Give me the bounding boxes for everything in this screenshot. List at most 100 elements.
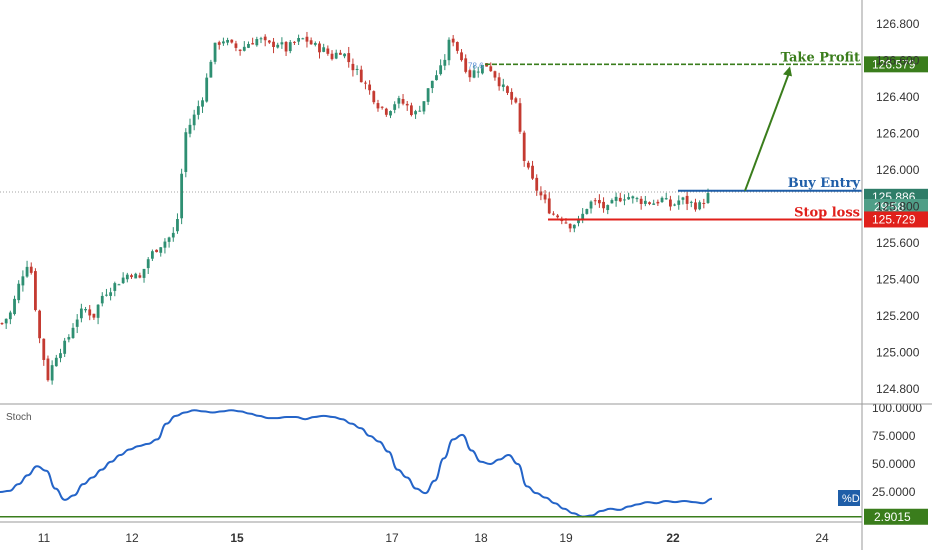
- stoch-level-tag: [864, 508, 928, 525]
- price-tick-label: 125.400: [876, 273, 920, 287]
- candle-body: [397, 98, 401, 104]
- candle-body: [88, 309, 92, 316]
- candle-body: [443, 59, 447, 66]
- candle-body: [293, 41, 296, 43]
- time-tick-label: 11: [38, 531, 51, 545]
- candle-body: [234, 43, 238, 48]
- candle-body: [414, 111, 417, 115]
- candle-body: [430, 80, 434, 89]
- time-tick-label: 19: [559, 531, 573, 545]
- candle-body: [380, 106, 384, 108]
- candle-body: [501, 84, 505, 87]
- candle-body: [543, 194, 547, 200]
- candle-body: [476, 71, 480, 73]
- price-tick-label: 126.400: [876, 90, 920, 104]
- stochastic-pane: Stoch 100.0000 75.0000 50.0000 25.0000 %D 2.90…: [0, 401, 928, 525]
- candle-body: [176, 219, 179, 232]
- candle-body: [79, 308, 83, 319]
- candle-body: [351, 63, 355, 71]
- candle-body: [242, 46, 246, 51]
- price-tick-label: 126.200: [876, 127, 920, 141]
- candle-body: [481, 64, 484, 74]
- candle-body: [134, 273, 138, 279]
- candle-body: [59, 353, 62, 359]
- stop-loss-price-tag: [864, 211, 928, 228]
- candle-body: [230, 39, 234, 43]
- time-tick-label: 17: [385, 531, 399, 545]
- candle-body: [627, 197, 631, 200]
- take-profit-price-tag: [864, 56, 928, 73]
- candle-body: [535, 177, 539, 191]
- time-tick-label: 22: [666, 531, 680, 545]
- candle-body: [426, 88, 430, 102]
- candle-body: [13, 298, 16, 315]
- candle-body: [167, 237, 171, 242]
- candle-body: [146, 259, 150, 269]
- candle-body: [180, 173, 184, 219]
- price-tick-label: 126.600: [876, 54, 920, 68]
- candle-body: [364, 82, 367, 84]
- candle-body: [531, 165, 534, 179]
- stop-loss-label: Stop loss: [794, 205, 860, 220]
- candle-body: [631, 196, 635, 199]
- candle-body: [689, 201, 693, 203]
- candle-body: [201, 100, 204, 107]
- candle-body: [439, 65, 443, 75]
- candle-body: [639, 198, 643, 204]
- time-tick-label: 15: [230, 531, 244, 545]
- stoch-series-tag-text: %D: [842, 493, 860, 505]
- profit-arrow-shaft: [744, 69, 791, 192]
- candle-body: [393, 104, 397, 110]
- candle-body: [38, 310, 41, 339]
- candle-body: [405, 103, 409, 106]
- candle-body: [142, 268, 146, 278]
- candle-body: [552, 213, 555, 215]
- candle-body: [238, 49, 242, 51]
- candle-body: [54, 357, 58, 367]
- candlestick-series: [0, 31, 710, 385]
- candle-body: [213, 42, 217, 62]
- candle-body: [263, 36, 267, 41]
- candle-body: [706, 193, 710, 203]
- candle-body: [409, 105, 413, 116]
- candle-body: [130, 275, 133, 278]
- candle-body: [568, 223, 572, 229]
- candle-body: [96, 304, 100, 318]
- candle-body: [159, 247, 163, 253]
- candle-body: [698, 202, 702, 210]
- candle-body: [305, 36, 309, 42]
- take-profit-price-text: 126.579: [872, 57, 916, 71]
- buy-entry-label: Buy Entry: [788, 176, 861, 191]
- candle-body: [272, 41, 275, 47]
- candle-body: [67, 337, 71, 340]
- candle-body: [372, 91, 376, 103]
- candle-body: [34, 271, 37, 311]
- candle-body: [556, 215, 560, 218]
- candle-body: [585, 209, 589, 214]
- candle-body: [347, 53, 351, 63]
- candle-body: [330, 53, 334, 60]
- candle-body: [384, 108, 388, 115]
- candle-body: [648, 202, 651, 205]
- candle-body: [42, 338, 46, 360]
- candle-body: [100, 295, 104, 304]
- candle-body: [623, 199, 626, 201]
- candle-body: [63, 340, 67, 354]
- candle-body: [614, 196, 618, 201]
- candle-body: [589, 201, 593, 209]
- candle-body: [192, 114, 196, 126]
- stoch-d-line: [0, 409, 713, 518]
- stop-loss-price-text: 125.729: [872, 212, 916, 226]
- candle-body: [121, 277, 125, 284]
- candle-body: [338, 52, 342, 55]
- candle-body: [163, 241, 167, 248]
- candle-body: [313, 42, 317, 45]
- candle-body: [493, 71, 497, 78]
- candle-body: [251, 43, 255, 45]
- candle-body: [597, 199, 601, 204]
- candle-body: [506, 86, 509, 93]
- candle-body: [522, 132, 526, 161]
- candle-body: [418, 110, 422, 112]
